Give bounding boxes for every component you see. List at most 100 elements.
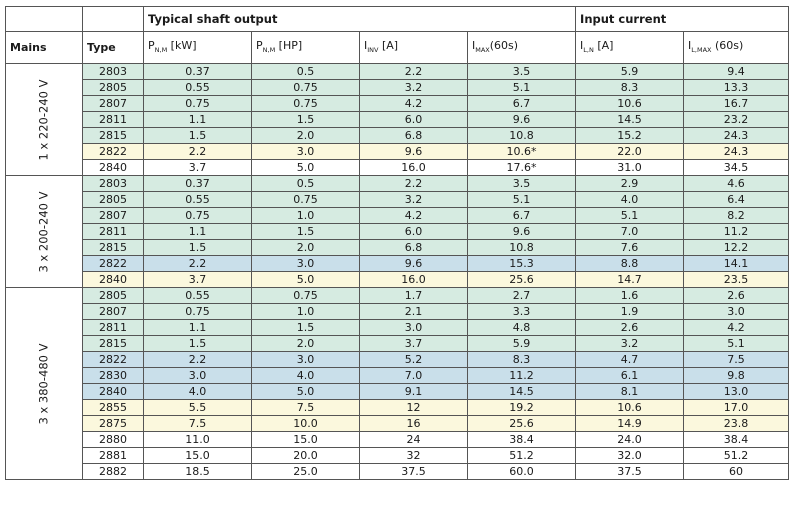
cell-iln: 8.3 <box>575 79 685 96</box>
col-iinv-sub: INV <box>367 45 379 54</box>
cell-kw: 0.75 <box>143 207 252 224</box>
cell-imax: 19.2 <box>466 399 577 416</box>
cell-iln: 15.2 <box>575 127 685 144</box>
cell-iinv: 37.5 <box>359 463 468 480</box>
table-row: 2811 1.1 1.5 6.0 9.6 14.5 23.2 <box>6 111 790 128</box>
header-col-hp: PN,M [HP] <box>251 31 360 64</box>
cell-iln: 7.0 <box>575 223 685 240</box>
table-row: 2807 0.75 1.0 2.1 3.3 1.9 3.0 <box>6 303 790 320</box>
table-row: 2822 2.2 3.0 5.2 8.3 4.7 7.5 <box>6 351 790 368</box>
cell-iln: 22.0 <box>575 143 685 160</box>
cell-hp: 3.0 <box>251 255 360 272</box>
cell-iinv: 2.2 <box>359 63 468 80</box>
cell-kw: 11.0 <box>143 431 252 448</box>
cell-hp: 2.0 <box>251 335 360 352</box>
cell-ilmax: 34.5 <box>683 159 790 176</box>
cell-iln: 14.7 <box>575 271 685 288</box>
cell-ilmax: 6.4 <box>683 191 790 208</box>
cell-type: 2815 <box>82 239 144 256</box>
table-row: 2815 1.5 2.0 6.8 10.8 7.6 12.2 <box>6 239 790 256</box>
cell-hp: 3.0 <box>251 143 360 160</box>
cell-kw: 0.55 <box>143 191 252 208</box>
table-row: 2805 0.55 0.75 3.2 5.1 8.3 13.3 <box>6 79 790 96</box>
mains-group-label: 3 x 380-480 V <box>5 287 83 480</box>
cell-imax: 25.6 <box>466 271 577 288</box>
cell-type: 2882 <box>82 463 144 480</box>
cell-iln: 6.1 <box>575 367 685 384</box>
cell-type: 2822 <box>82 143 144 160</box>
cell-iln: 5.9 <box>575 63 685 80</box>
cell-imax: 9.6 <box>466 223 577 240</box>
table-row: 2805 0.55 0.75 3.2 5.1 4.0 6.4 <box>6 191 790 208</box>
cell-imax: 9.6 <box>466 111 577 128</box>
cell-iinv: 5.2 <box>359 351 468 368</box>
col-ilmax-sub: L,MAX <box>691 45 712 54</box>
table-row: 1 x 220-240 V 2803 0.37 0.5 2.2 3.5 5.9 9.4 <box>5 63 790 176</box>
cell-hp: 1.5 <box>251 319 360 336</box>
header-blank-type <box>82 6 144 32</box>
table-row: 2880 11.0 15.0 24 38.4 24.0 38.4 <box>6 431 790 448</box>
cell-type: 2881 <box>82 447 144 464</box>
header-col-kw: PN,M [kW] <box>143 31 252 64</box>
cell-iinv: 16.0 <box>359 271 468 288</box>
cell-hp: 1.5 <box>251 223 360 240</box>
cell-iinv: 9.1 <box>359 383 468 400</box>
cell-iln: 14.5 <box>575 111 685 128</box>
cell-ilmax: 11.2 <box>683 223 790 240</box>
cell-ilmax: 23.5 <box>683 271 790 288</box>
cell-iln: 10.6 <box>575 95 685 112</box>
cell-hp: 5.0 <box>251 271 360 288</box>
cell-iln: 4.0 <box>575 191 685 208</box>
cell-kw: 2.2 <box>143 351 252 368</box>
cell-ilmax: 23.2 <box>683 111 790 128</box>
cell-kw: 2.2 <box>143 143 252 160</box>
cell-type: 2840 <box>82 159 144 176</box>
cell-hp: 3.0 <box>251 351 360 368</box>
cell-ilmax: 7.5 <box>683 351 790 368</box>
cell-hp: 5.0 <box>251 159 360 176</box>
table-row: 2840 3.7 5.0 16.0 17.6* 31.0 34.5 <box>6 159 790 176</box>
header-typical-shaft-output: Typical shaft output <box>142 6 577 32</box>
table-row: 2811 1.1 1.5 3.0 4.8 2.6 4.2 <box>6 319 790 336</box>
table-row: 2807 0.75 1.0 4.2 6.7 5.1 8.2 <box>6 207 790 224</box>
spec-table: Typical shaft output Input current Mains… <box>5 6 790 480</box>
cell-kw: 5.5 <box>143 399 252 416</box>
cell-kw: 7.5 <box>143 415 252 432</box>
cell-iinv: 16.0 <box>359 159 468 176</box>
cell-type: 2815 <box>82 335 144 352</box>
cell-hp: 0.75 <box>251 191 360 208</box>
cell-ilmax: 5.1 <box>683 335 790 352</box>
header-mains: Mains <box>5 31 83 64</box>
cell-ilmax: 9.4 <box>683 63 790 80</box>
cell-iinv: 3.2 <box>359 191 468 208</box>
cell-type: 2840 <box>82 271 144 288</box>
cell-iln: 4.7 <box>575 351 685 368</box>
cell-kw: 0.55 <box>143 79 252 96</box>
cell-ilmax: 9.8 <box>683 367 790 384</box>
cell-imax: 11.2 <box>466 367 577 384</box>
cell-ilmax: 17.0 <box>683 399 790 416</box>
header-col-ilmax: IL,MAX (60s) <box>683 31 790 64</box>
cell-type: 2807 <box>82 303 144 320</box>
col-kw-main: P <box>148 38 155 52</box>
cell-type: 2805 <box>82 191 144 208</box>
cell-imax: 5.9 <box>466 335 577 352</box>
cell-imax: 5.1 <box>466 191 577 208</box>
cell-kw: 1.1 <box>143 223 252 240</box>
cell-imax: 6.7 <box>466 207 577 224</box>
col-hp-main: P <box>256 38 263 52</box>
cell-ilmax: 2.6 <box>683 287 790 304</box>
mains-voltage-text: 3 x 380-480 V <box>36 342 51 425</box>
col-iinv-rest: [A] <box>378 38 399 52</box>
cell-type: 2855 <box>82 399 144 416</box>
cell-type: 2811 <box>82 319 144 336</box>
table-row: 2807 0.75 0.75 4.2 6.7 10.6 16.7 <box>6 95 790 112</box>
table-row: 3 x 200-240 V 2803 0.37 0.5 2.2 3.5 2.9 4.6 <box>5 175 790 288</box>
col-hp-sub: N,M <box>262 45 276 54</box>
cell-kw: 4.0 <box>143 383 252 400</box>
cell-imax: 17.6* <box>466 159 577 176</box>
table-row: 2811 1.1 1.5 6.0 9.6 7.0 11.2 <box>6 223 790 240</box>
cell-iln: 8.8 <box>575 255 685 272</box>
cell-ilmax: 4.2 <box>683 319 790 336</box>
spec-table-container: Typical shaft output Input current Mains… <box>5 6 790 480</box>
